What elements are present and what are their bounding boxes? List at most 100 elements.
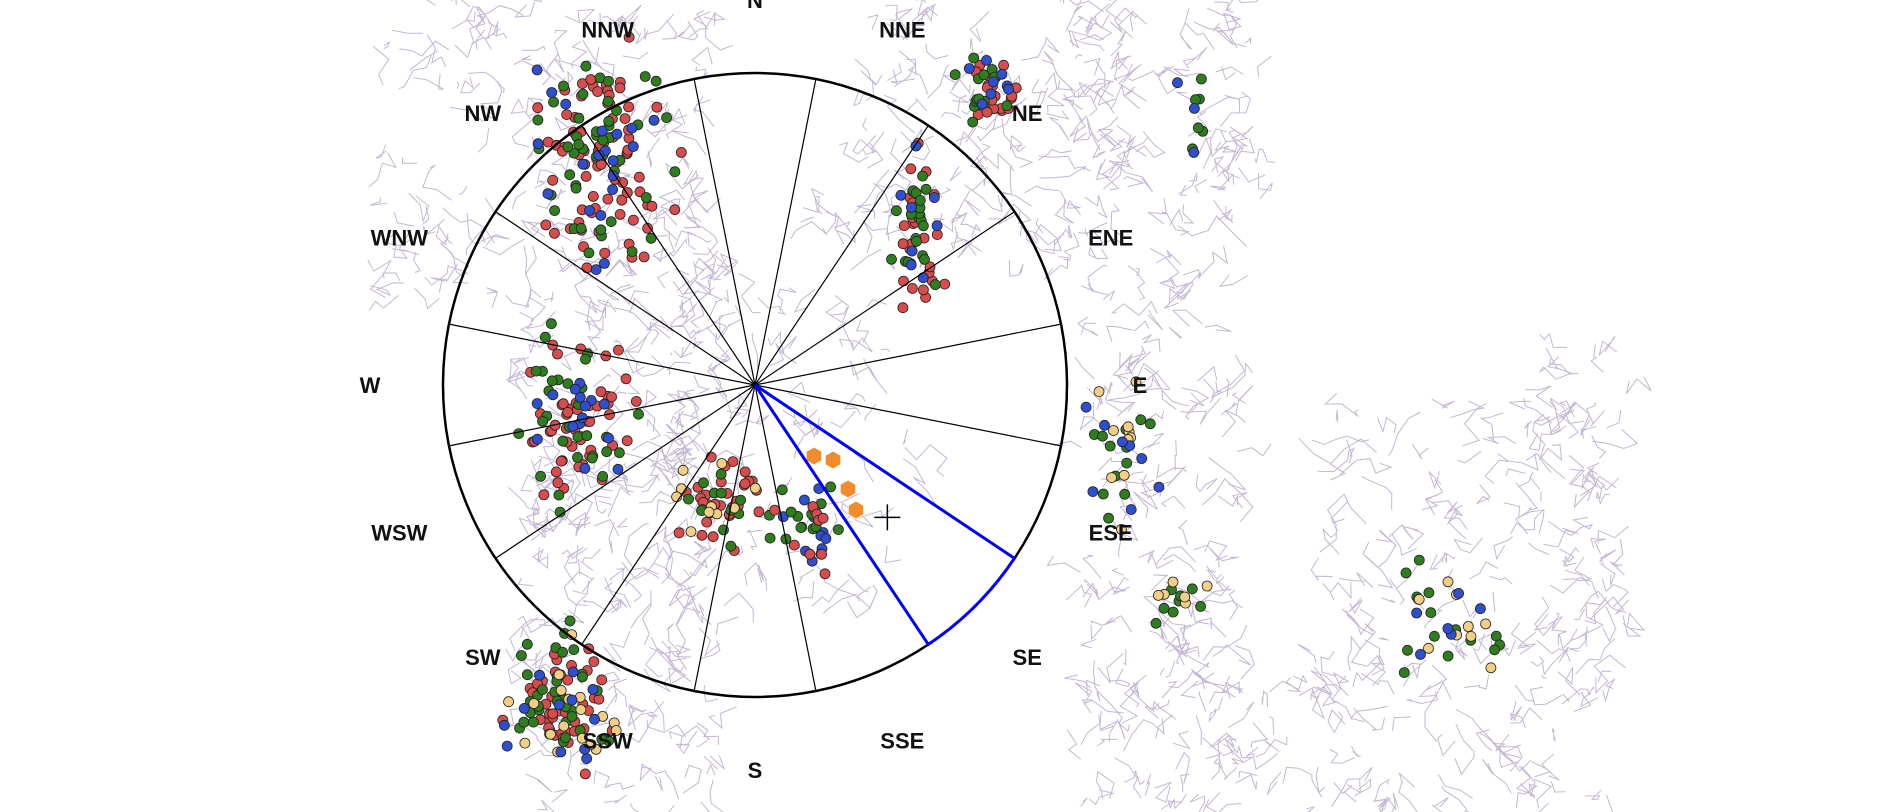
road-segment (1202, 624, 1248, 661)
road-segment (1574, 608, 1586, 620)
road-segment (1592, 429, 1639, 450)
road-segment (1227, 701, 1255, 729)
road-segment (619, 260, 638, 277)
road-segment (977, 113, 998, 142)
road-segment (1090, 620, 1116, 626)
blue-point (542, 188, 554, 200)
road-segment (1316, 683, 1334, 696)
road-segment (1044, 71, 1071, 91)
road-segment (600, 462, 629, 492)
hexagon-marker (847, 500, 865, 520)
road-segment (856, 182, 884, 212)
road-segment (1217, 495, 1239, 507)
road-segment (1210, 173, 1235, 191)
red-point (619, 113, 631, 124)
road-segment (1064, 98, 1083, 111)
road-segment (1454, 723, 1475, 776)
road-segment (646, 137, 661, 159)
road-segment (610, 479, 634, 493)
green-point (1489, 644, 1500, 656)
road-segment (1238, 167, 1266, 183)
road-segment (1096, 381, 1113, 410)
green-point (597, 134, 609, 146)
road-segment (890, 138, 906, 175)
road-segment (1055, 190, 1067, 215)
road-segment (660, 435, 700, 459)
road-segment (1122, 362, 1171, 392)
road-segment (1084, 194, 1109, 219)
road-segment (1514, 684, 1535, 702)
road-segment (1143, 494, 1158, 510)
road-segment (484, 28, 501, 50)
road-segment (838, 141, 869, 163)
road-segment (1161, 611, 1188, 654)
road-segment (1505, 468, 1526, 477)
road-segment (1379, 798, 1396, 812)
road-segment (1543, 527, 1579, 548)
green-point (530, 365, 542, 377)
green-point (1119, 488, 1131, 500)
road-segment (1149, 248, 1180, 283)
road-segment (1155, 546, 1196, 566)
road-segment (696, 547, 712, 560)
road-segment (1361, 476, 1393, 510)
road-segment (969, 38, 974, 53)
road-segment (382, 272, 401, 281)
road-segment (438, 226, 453, 244)
road-segment (1147, 211, 1166, 225)
green-point (914, 194, 926, 206)
road-segment (1095, 162, 1109, 181)
road-segment (833, 221, 851, 228)
road-segment (666, 623, 681, 653)
road-segment (1310, 688, 1325, 720)
road-segment (586, 300, 600, 331)
road-segment (520, 616, 539, 638)
road-segment (688, 169, 710, 214)
road-segment (1231, 125, 1254, 147)
blue-point (599, 257, 610, 269)
road-segment (1220, 402, 1238, 416)
road-segment (1162, 554, 1196, 573)
road-segment (1411, 443, 1430, 460)
road-segment (1119, 504, 1133, 521)
road-segment (664, 525, 674, 580)
road-segment (1602, 678, 1616, 703)
green-point (911, 235, 922, 247)
yellow-point (1480, 618, 1491, 630)
road-segment (603, 646, 621, 672)
road-segment (893, 97, 928, 113)
road-segment (1509, 400, 1532, 410)
road-segment (1148, 432, 1165, 449)
yellow-point (1122, 421, 1134, 433)
road-segment (587, 12, 601, 26)
road-segment (1424, 495, 1438, 516)
road-segment (613, 339, 645, 374)
yellow-point (610, 725, 622, 736)
road-segment (698, 603, 705, 617)
road-segment (682, 764, 702, 794)
road-segment (1320, 651, 1337, 677)
road-segment (482, 238, 525, 256)
road-segment (526, 506, 540, 523)
road-segment (709, 755, 725, 770)
red-point (981, 106, 993, 118)
green-point (735, 494, 746, 506)
red-point (606, 391, 617, 403)
road-segment (1123, 86, 1136, 97)
road-segment (550, 154, 571, 173)
red-point (585, 74, 597, 85)
green-point (596, 733, 608, 745)
green-point (683, 493, 694, 505)
road-segment (1091, 143, 1106, 160)
road-segment (1060, 0, 1105, 13)
road-segment (955, 113, 1000, 142)
road-segment (1234, 144, 1247, 157)
red-point (621, 435, 633, 447)
road-segment (1080, 34, 1104, 41)
road-segment (1590, 789, 1602, 800)
road-segment (1119, 690, 1140, 724)
green-point (640, 192, 652, 203)
green-point (1150, 617, 1162, 629)
road-segment (1197, 245, 1228, 279)
road-segment (721, 323, 731, 338)
